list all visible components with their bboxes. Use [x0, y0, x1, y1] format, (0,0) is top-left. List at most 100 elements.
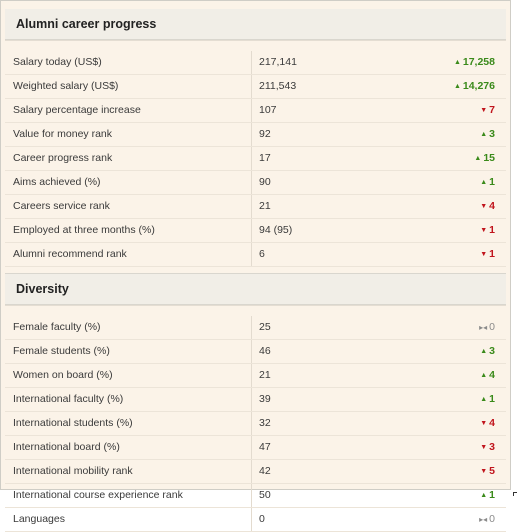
arrow-down-icon: ▼: [480, 107, 488, 114]
metric-label: Female faculty (%): [5, 316, 252, 339]
metric-label: International students (%): [5, 412, 252, 435]
metric-label: Career progress rank: [5, 147, 252, 170]
metric-value: 39: [259, 393, 271, 405]
metric-change-value: 5: [489, 465, 495, 477]
metric-value: 42: [259, 465, 271, 477]
table-row: Employed at three months (%) 94 (95) ▼ 1: [5, 219, 506, 243]
metric-change: ▲ 15: [382, 147, 503, 170]
table-row: Value for money rank 92 ▲ 3: [5, 123, 506, 147]
metric-label: International board (%): [5, 436, 252, 459]
metric-change: ▲ 4: [382, 364, 503, 387]
table-row: Aims achieved (%) 90 ▲ 1: [5, 171, 506, 195]
metric-change-value: 1: [489, 248, 495, 260]
metric-value: 21: [259, 200, 271, 212]
metric-value: 17: [259, 152, 271, 164]
resize-corner: [513, 492, 517, 496]
metric-label: International mobility rank: [5, 460, 252, 483]
metric-change-value: 1: [489, 489, 495, 501]
table-row: Alumni recommend rank 6 ▼ 1: [5, 243, 506, 267]
table-row: Salary percentage increase 107 ▼ 7: [5, 99, 506, 123]
metric-label: Aims achieved (%): [5, 171, 252, 194]
arrow-down-icon: ▼: [480, 444, 488, 451]
section-divider: [5, 40, 506, 51]
table-row: Languages 0 ▸◂ 0: [5, 508, 506, 532]
metric-change-value: 17,258: [462, 56, 495, 68]
metric-value: 90: [259, 176, 271, 188]
metric-change: ▼ 1: [382, 219, 503, 242]
table-row: Female faculty (%) 25 ▸◂ 0: [5, 316, 506, 340]
arrow-down-icon: ▼: [480, 227, 488, 234]
table-row: International mobility rank 42 ▼ 5: [5, 460, 506, 484]
arrow-up-icon: ▲: [453, 59, 461, 66]
metric-label: Weighted salary (US$): [5, 75, 252, 98]
metric-value: 94 (95): [259, 224, 293, 236]
arrow-down-icon: ▼: [480, 468, 488, 475]
metric-change: ▼ 4: [382, 195, 503, 218]
metric-value: 25: [259, 321, 271, 333]
metric-change: ▼ 4: [382, 412, 503, 435]
table-row: Careers service rank 21 ▼ 4: [5, 195, 506, 219]
table-row: Female students (%) 46 ▲ 3: [5, 340, 506, 364]
metric-change-value: 3: [489, 345, 495, 357]
arrow-up-icon: ▲: [480, 348, 488, 355]
metric-label: Value for money rank: [5, 123, 252, 146]
metric-label: Alumni recommend rank: [5, 243, 252, 266]
section-divider: [5, 305, 506, 316]
table-row: Salary today (US$) 217,141 ▲ 17,258: [5, 51, 506, 75]
arrow-down-icon: ▼: [480, 420, 488, 427]
metric-value: 47: [259, 441, 271, 453]
metric-change: ▼ 3: [382, 436, 503, 459]
table-row: Women on board (%) 21 ▲ 4: [5, 364, 506, 388]
metric-value: 92: [259, 128, 271, 140]
metric-label: International faculty (%): [5, 388, 252, 411]
metric-label: Female students (%): [5, 340, 252, 363]
metric-change: ▸◂ 0: [382, 316, 503, 339]
metric-change: ▲ 3: [382, 123, 503, 146]
metric-value: 217,141: [259, 56, 297, 68]
arrow-up-icon: ▲: [480, 396, 488, 403]
arrow-up-icon: ▲: [480, 372, 488, 379]
table-row: International students (%) 32 ▼ 4: [5, 412, 506, 436]
metric-change: ▲ 17,258: [382, 51, 503, 74]
metric-label: Women on board (%): [5, 364, 252, 387]
metric-change: ▼ 5: [382, 460, 503, 483]
metric-label: Salary percentage increase: [5, 99, 252, 122]
no-change-icon: ▸◂: [479, 515, 488, 524]
metric-change: ▸◂ 0: [382, 508, 503, 531]
metric-change-value: 4: [489, 417, 495, 429]
metric-change-value: 1: [489, 393, 495, 405]
metric-change-value: 7: [489, 104, 495, 116]
metric-change-value: 0: [489, 513, 495, 525]
arrow-up-icon: ▲: [480, 131, 488, 138]
metric-change: ▲ 1: [382, 171, 503, 194]
metric-change: ▲ 3: [382, 340, 503, 363]
metric-change-value: 4: [489, 200, 495, 212]
metric-value: 46: [259, 345, 271, 357]
table-row: International board (%) 47 ▼ 3: [5, 436, 506, 460]
metric-change: ▼ 1: [382, 243, 503, 266]
table-row: Weighted salary (US$) 211,543 ▲ 14,276: [5, 75, 506, 99]
section-title: Alumni career progress: [5, 9, 506, 40]
metric-label: Careers service rank: [5, 195, 252, 218]
table-row: Career progress rank 17 ▲ 15: [5, 147, 506, 171]
metric-change-value: 14,276: [462, 80, 495, 92]
arrow-up-icon: ▲: [480, 179, 488, 186]
no-change-icon: ▸◂: [479, 323, 488, 332]
metric-change-value: 0: [489, 321, 495, 333]
metric-value: 107: [259, 104, 277, 116]
arrow-down-icon: ▼: [480, 251, 488, 258]
metric-change-value: 3: [489, 128, 495, 140]
metric-value: 21: [259, 369, 271, 381]
metric-value: 50: [259, 489, 271, 501]
metric-label: Languages: [5, 508, 252, 531]
metric-value: 211,543: [259, 80, 297, 92]
metric-change: ▲ 1: [382, 388, 503, 411]
arrow-up-icon: ▲: [474, 155, 482, 162]
table-row: International course experience rank 50 ▲ 1: [5, 484, 506, 508]
metric-value: 32: [259, 417, 271, 429]
arrow-up-icon: ▲: [453, 83, 461, 90]
metric-change-value: 1: [489, 176, 495, 188]
metric-change-value: 3: [489, 441, 495, 453]
table-row: International faculty (%) 39 ▲ 1: [5, 388, 506, 412]
